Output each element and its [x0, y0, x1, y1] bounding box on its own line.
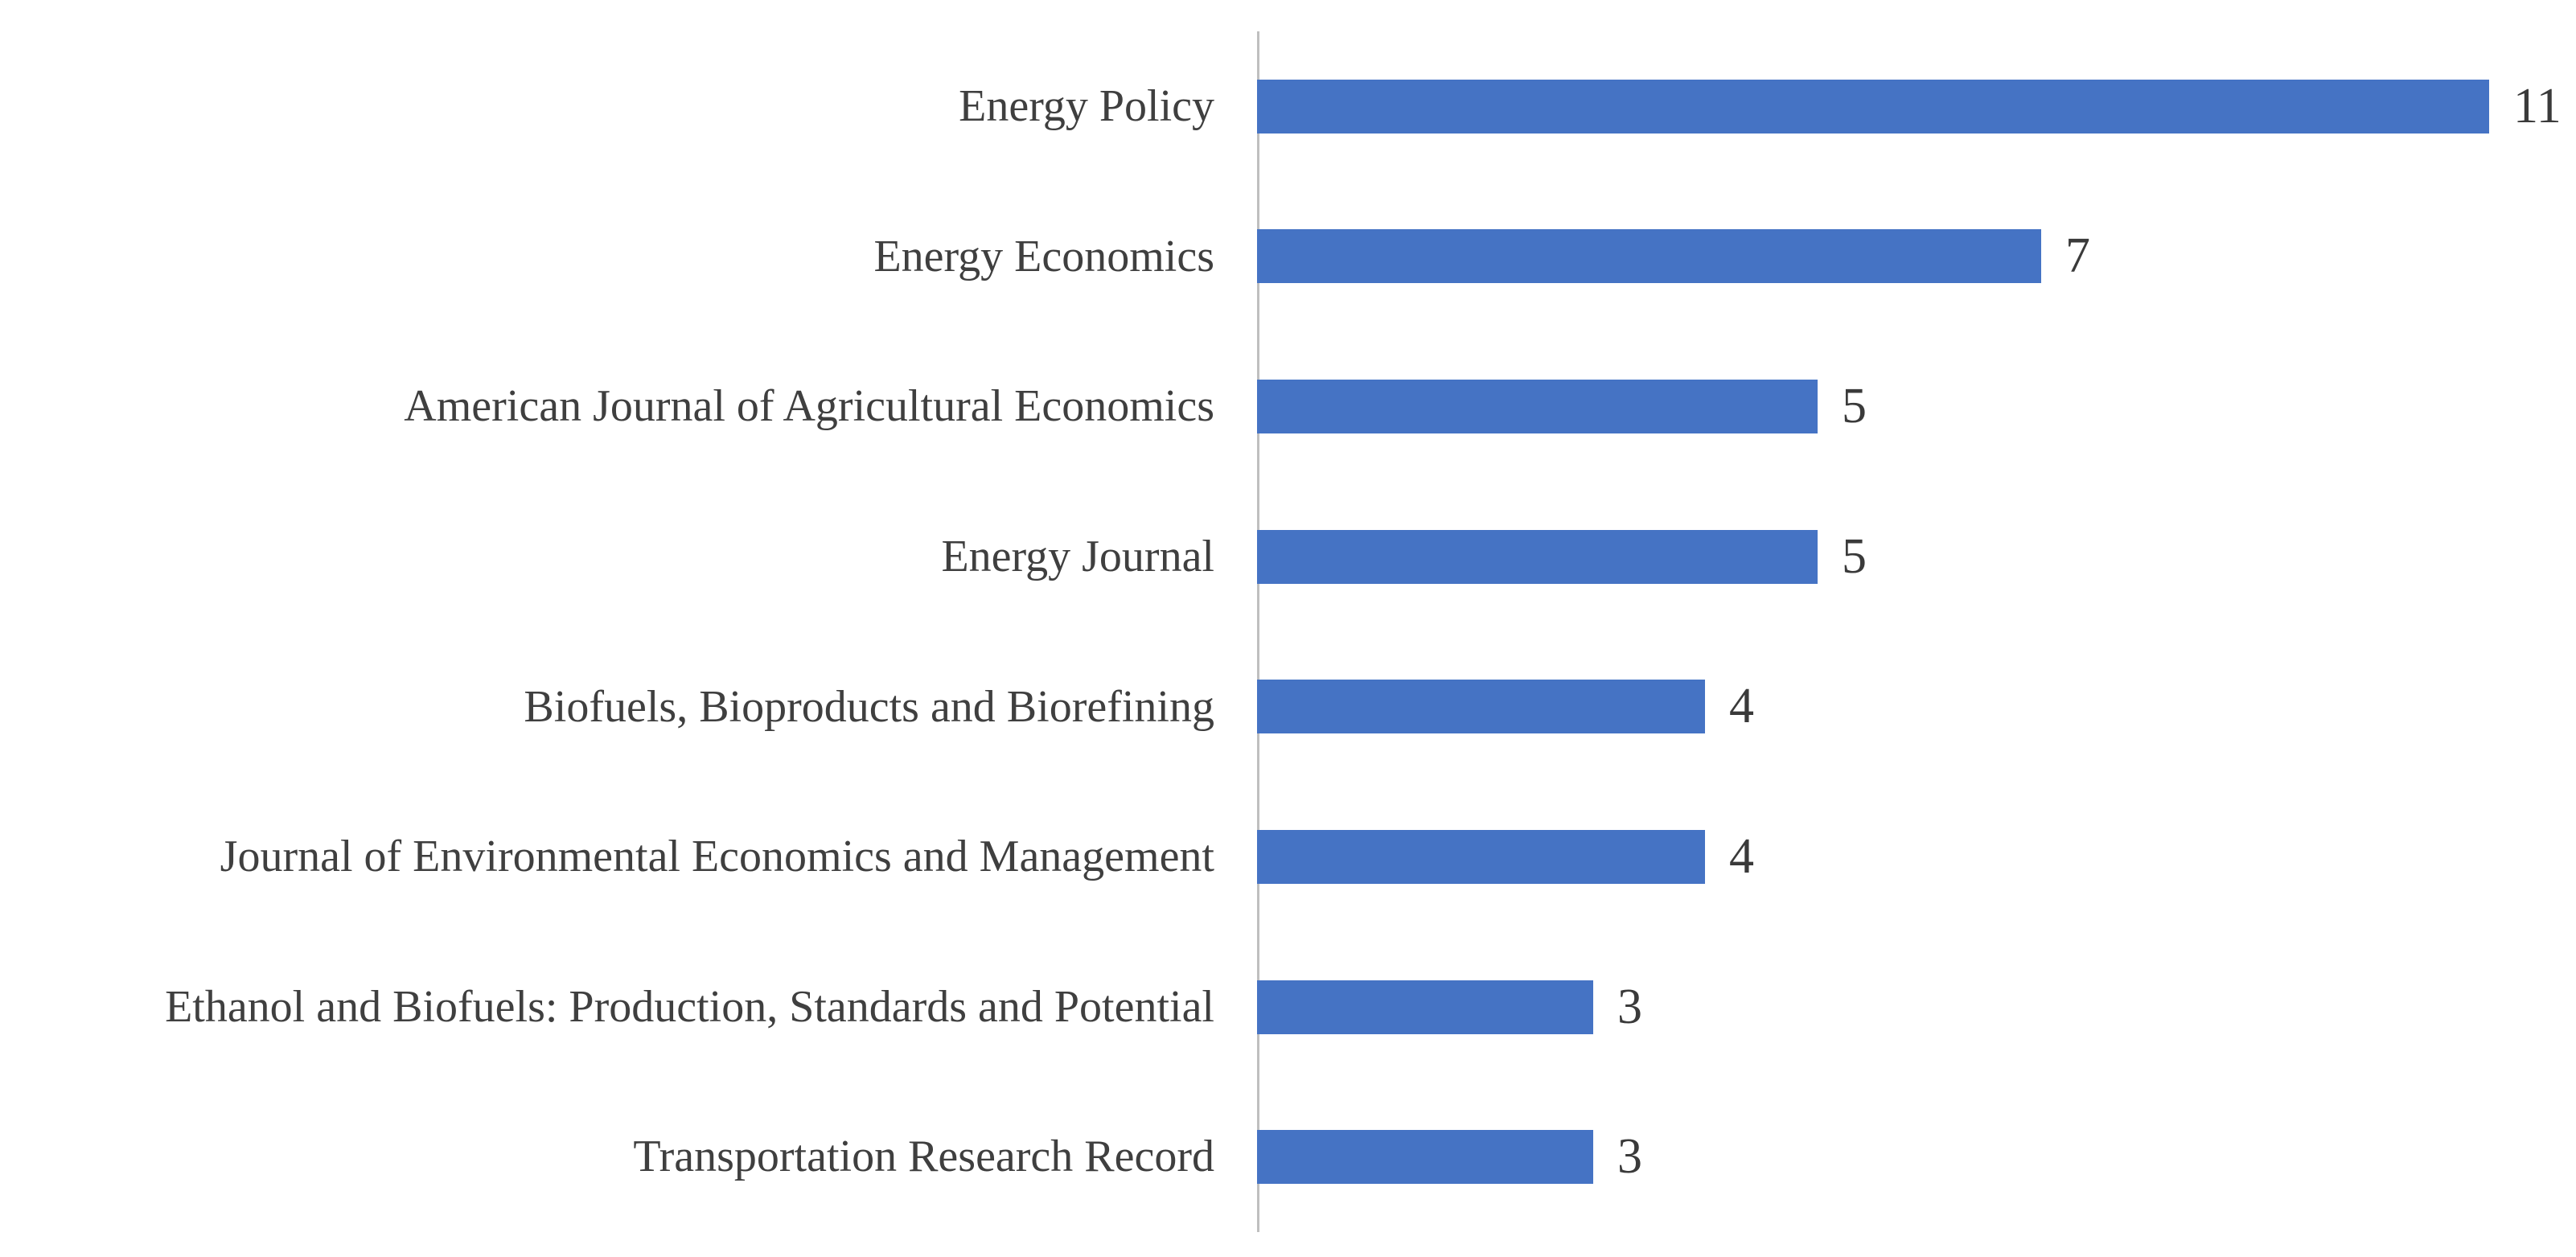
value-label: 11 [2513, 78, 2562, 134]
plot-area: Energy Policy 11 Energy Economics 7 Amer… [0, 31, 2576, 1232]
category-label: Transportation Research Record [633, 1132, 1214, 1182]
chart-row: Biofuels, Bioproducts and Biorefining 4 [0, 632, 2576, 783]
category-label: Journal of Environmental Economics and M… [220, 832, 1214, 882]
value-label: 5 [1842, 379, 1867, 434]
chart-row: American Journal of Agricultural Economi… [0, 331, 2576, 482]
category-label: Energy Policy [959, 81, 1214, 132]
chart-row: Transportation Research Record 3 [0, 1082, 2576, 1232]
value-label: 4 [1729, 679, 1754, 734]
bar [1257, 680, 1705, 734]
category-label: American Journal of Agricultural Economi… [404, 381, 1214, 432]
bar [1257, 380, 1818, 434]
value-label: 7 [2065, 228, 2090, 284]
chart-row: Journal of Environmental Economics and M… [0, 782, 2576, 932]
category-label: Biofuels, Bioproducts and Biorefining [524, 681, 1214, 732]
bar [1257, 229, 2041, 284]
bar [1257, 79, 2489, 134]
chart-row: Ethanol and Biofuels: Production, Standa… [0, 932, 2576, 1082]
value-label: 3 [1617, 979, 1642, 1034]
bar [1257, 829, 1705, 884]
y-axis-line [1257, 31, 1259, 1232]
category-label: Energy Journal [941, 531, 1214, 581]
value-label: 3 [1617, 1129, 1642, 1185]
chart-row: Energy Policy 11 [0, 31, 2576, 182]
chart-row: Energy Journal 5 [0, 482, 2576, 632]
value-label: 5 [1842, 528, 1867, 584]
value-label: 4 [1729, 828, 1754, 884]
category-label: Ethanol and Biofuels: Production, Standa… [165, 981, 1214, 1032]
bar [1257, 1130, 1593, 1185]
bar [1257, 529, 1818, 584]
category-label: Energy Economics [873, 231, 1214, 281]
chart-row: Energy Economics 7 [0, 182, 2576, 332]
bar [1257, 980, 1593, 1034]
